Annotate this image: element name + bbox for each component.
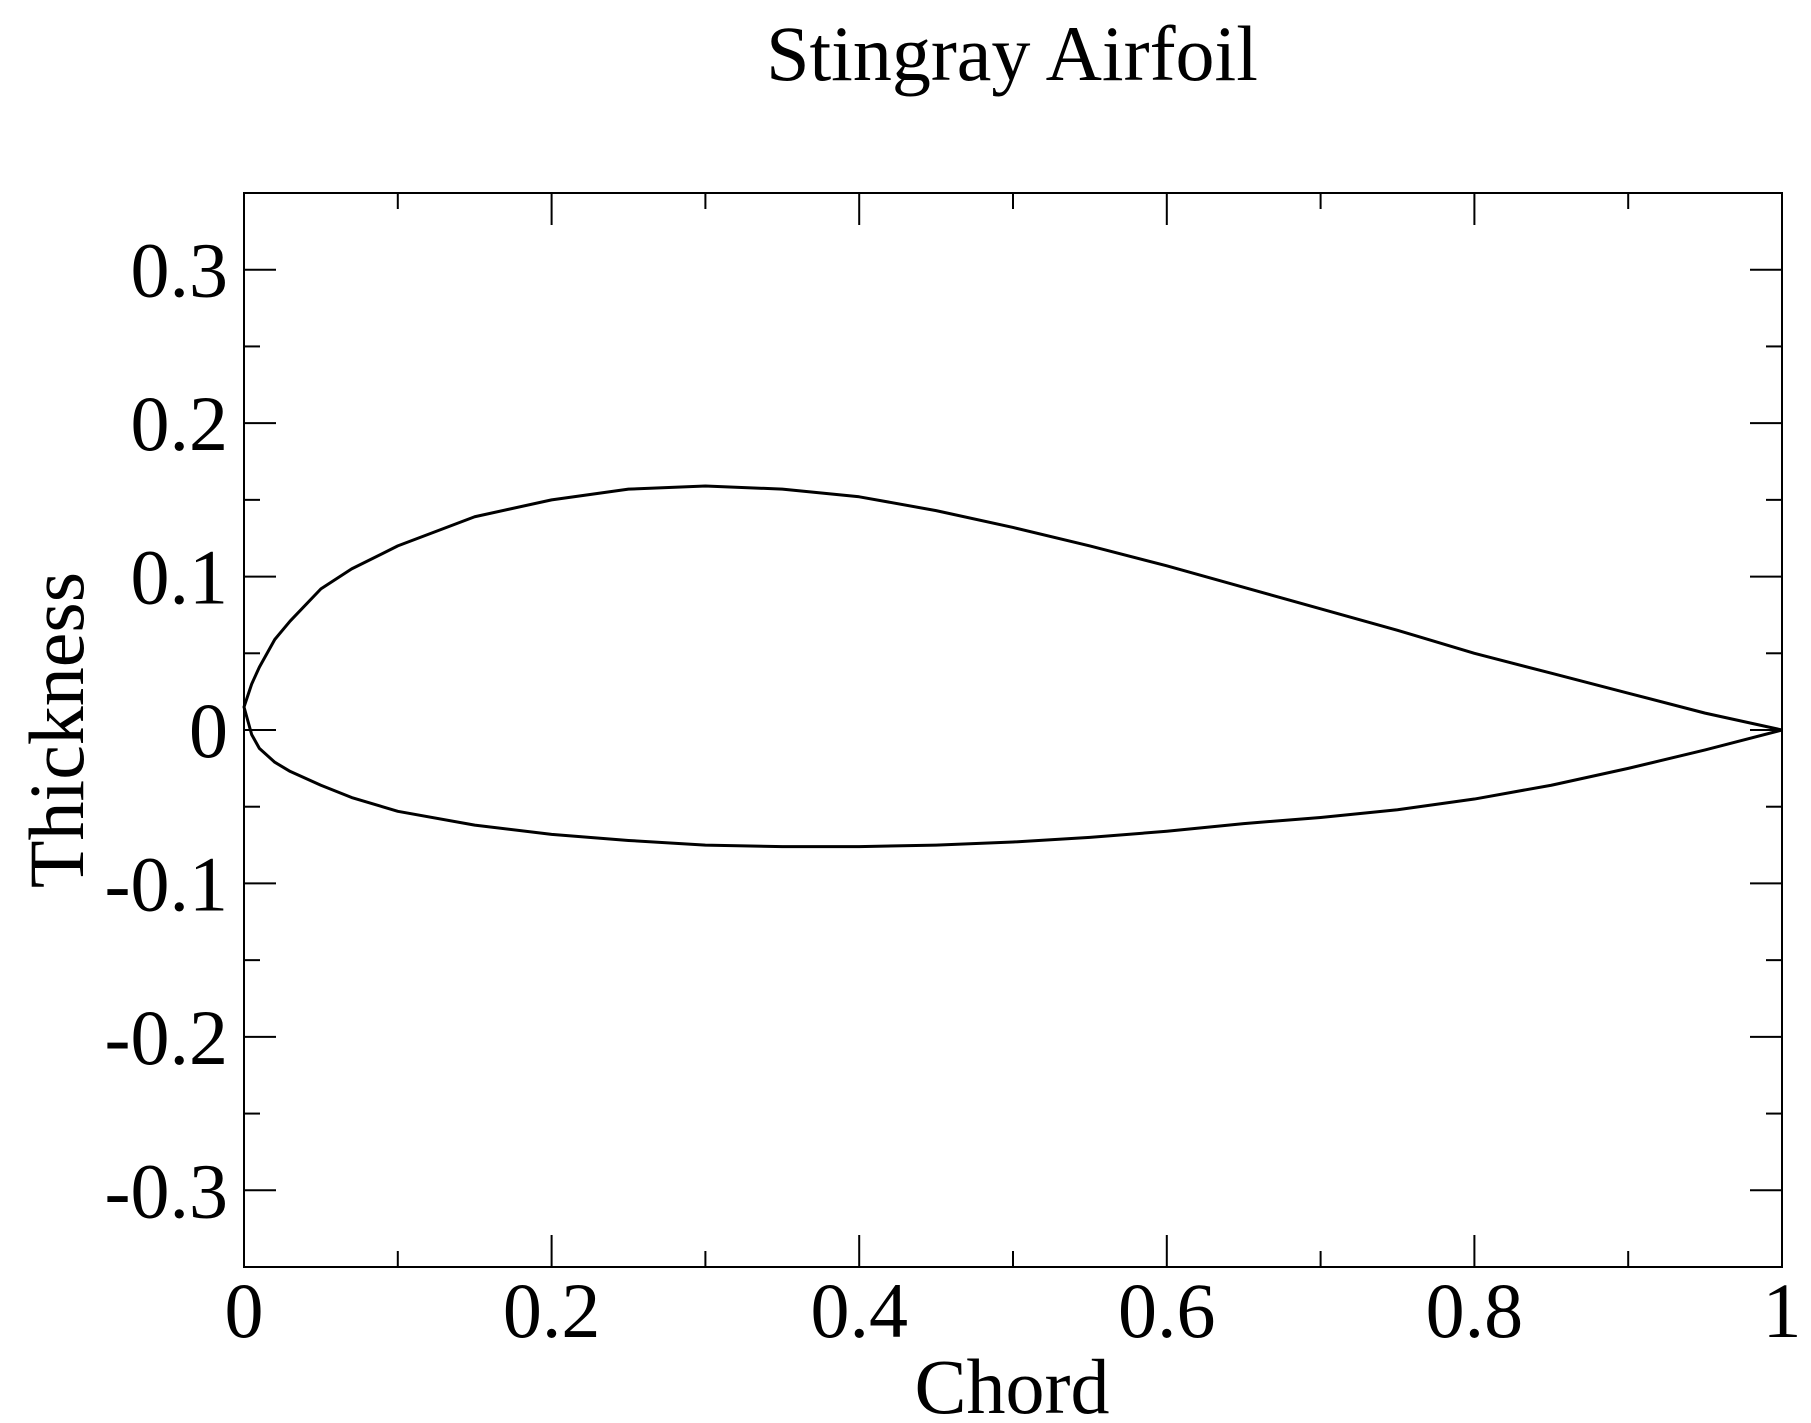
tick-labels: 0 0.2 0.4 0.6 0.8 1 0.3 0.2 0.1 0 -0.1 -0.2 -0.3 — [105, 227, 1802, 1354]
airfoil-outline — [242, 484, 1783, 849]
y-axis-label: Thickness — [13, 572, 100, 888]
y-tick-label: -0.3 — [105, 1147, 228, 1234]
x-tick-label: 0.4 — [810, 1267, 908, 1354]
y-tick-label: 0.2 — [131, 380, 229, 467]
x-tick-label: 0.6 — [1118, 1267, 1216, 1354]
y-tick-label: -0.2 — [105, 994, 228, 1081]
y-tick-label: -0.1 — [105, 840, 228, 927]
x-tick-label: 0.2 — [503, 1267, 601, 1354]
x-tick-label: 0 — [225, 1267, 264, 1354]
y-tick-label: 0 — [189, 687, 228, 774]
axis-ticks — [243, 193, 1783, 1267]
x-axis-label: Chord — [915, 1343, 1110, 1423]
chart-title: Stingray Airfoil — [766, 10, 1258, 97]
y-tick-label: 0.1 — [131, 534, 229, 621]
x-tick-label: 1 — [1763, 1267, 1802, 1354]
y-tick-label: 0.3 — [131, 227, 229, 314]
plot-frame — [243, 192, 1783, 1268]
x-tick-label: 0.8 — [1426, 1267, 1524, 1354]
